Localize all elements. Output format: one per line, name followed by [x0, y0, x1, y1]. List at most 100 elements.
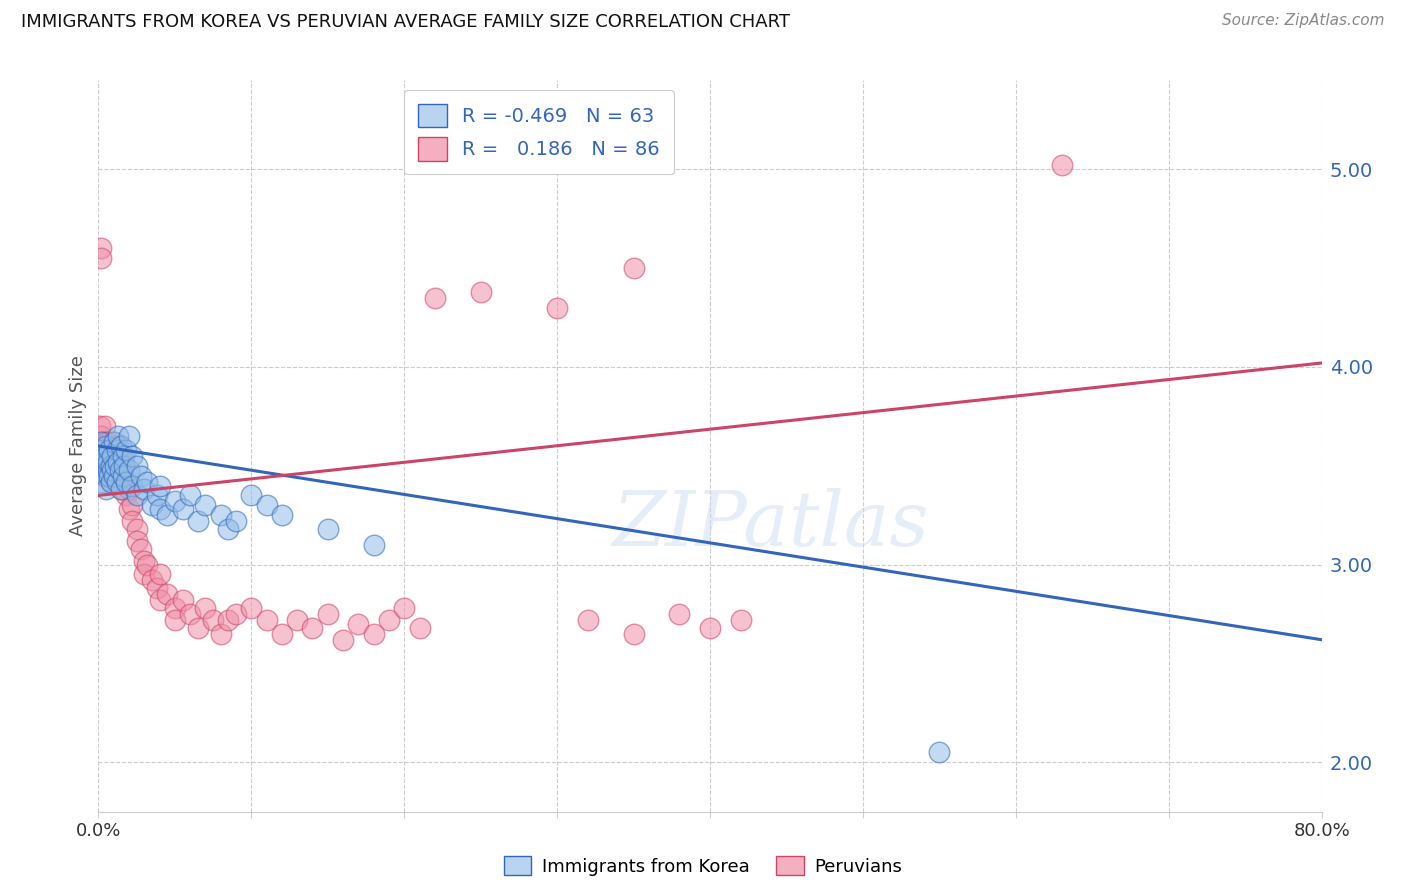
Point: [209, 627, 232, 641]
Point: [179, 607, 201, 621]
Point: [194, 601, 217, 615]
Point: [423, 291, 446, 305]
Point: [101, 449, 124, 463]
Point: [316, 607, 339, 621]
Text: IMMIGRANTS FROM KOREA VS PERUVIAN AVERAGE FAMILY SIZE CORRELATION CHART: IMMIGRANTS FROM KOREA VS PERUVIAN AVERAG…: [21, 13, 790, 31]
Point: [103, 435, 125, 450]
Point: [100, 439, 122, 453]
Point: [93, 449, 115, 463]
Point: [187, 514, 209, 528]
Point: [93, 468, 115, 483]
Point: [108, 463, 131, 477]
Point: [118, 502, 141, 516]
Point: [217, 522, 239, 536]
Point: [163, 613, 186, 627]
Y-axis label: Average Family Size: Average Family Size: [69, 356, 87, 536]
Point: [928, 746, 950, 760]
Point: [256, 613, 278, 627]
Point: [121, 498, 143, 512]
Point: [111, 468, 134, 483]
Point: [136, 558, 159, 572]
Point: [225, 607, 247, 621]
Point: [187, 621, 209, 635]
Point: [179, 488, 201, 502]
Point: [105, 449, 128, 463]
Point: [107, 429, 129, 443]
Point: [115, 475, 138, 489]
Point: [97, 435, 120, 450]
Point: [97, 463, 120, 477]
Point: [240, 601, 263, 615]
Point: [93, 419, 115, 434]
Point: [240, 488, 263, 502]
Point: [285, 613, 308, 627]
Point: [98, 468, 121, 483]
Point: [89, 449, 111, 463]
Point: [129, 541, 152, 556]
Point: [100, 475, 122, 489]
Point: [141, 498, 163, 512]
Point: [101, 463, 124, 477]
Point: [91, 442, 114, 457]
Point: [91, 458, 114, 473]
Point: [1050, 158, 1073, 172]
Point: [125, 458, 148, 473]
Point: [125, 488, 148, 502]
Point: [94, 449, 117, 463]
Point: [129, 468, 152, 483]
Point: [94, 458, 117, 473]
Point: [134, 483, 156, 497]
Legend: Immigrants from Korea, Peruvians: Immigrants from Korea, Peruvians: [496, 849, 910, 883]
Point: [105, 475, 128, 489]
Point: [98, 468, 121, 483]
Point: [408, 621, 430, 635]
Point: [546, 301, 568, 315]
Point: [145, 582, 167, 596]
Point: [89, 449, 111, 463]
Point: [125, 522, 148, 536]
Point: [104, 458, 127, 473]
Point: [110, 483, 132, 497]
Text: ZIPatlas: ZIPatlas: [613, 488, 929, 562]
Point: [316, 522, 339, 536]
Point: [110, 483, 132, 497]
Point: [107, 455, 129, 469]
Point: [90, 475, 112, 489]
Point: [89, 435, 111, 450]
Point: [149, 567, 172, 582]
Point: [301, 621, 323, 635]
Point: [156, 508, 179, 523]
Point: [98, 442, 121, 457]
Point: [101, 463, 124, 477]
Point: [97, 463, 120, 477]
Point: [105, 475, 128, 489]
Point: [90, 429, 112, 443]
Point: [110, 449, 132, 463]
Point: [91, 435, 114, 450]
Point: [94, 435, 117, 450]
Point: [121, 449, 143, 463]
Point: [156, 587, 179, 601]
Point: [134, 567, 156, 582]
Point: [90, 241, 112, 255]
Point: [90, 435, 112, 450]
Point: [118, 463, 141, 477]
Point: [90, 251, 112, 265]
Point: [115, 488, 138, 502]
Point: [93, 468, 115, 483]
Point: [98, 442, 121, 457]
Point: [97, 449, 120, 463]
Point: [141, 574, 163, 588]
Point: [225, 514, 247, 528]
Point: [623, 627, 645, 641]
Point: [270, 627, 292, 641]
Point: [163, 494, 186, 508]
Point: [101, 449, 124, 463]
Point: [149, 593, 172, 607]
Point: [104, 458, 127, 473]
Point: [115, 442, 138, 457]
Point: [121, 514, 143, 528]
Point: [115, 475, 138, 489]
Point: [730, 613, 752, 627]
Point: [103, 468, 125, 483]
